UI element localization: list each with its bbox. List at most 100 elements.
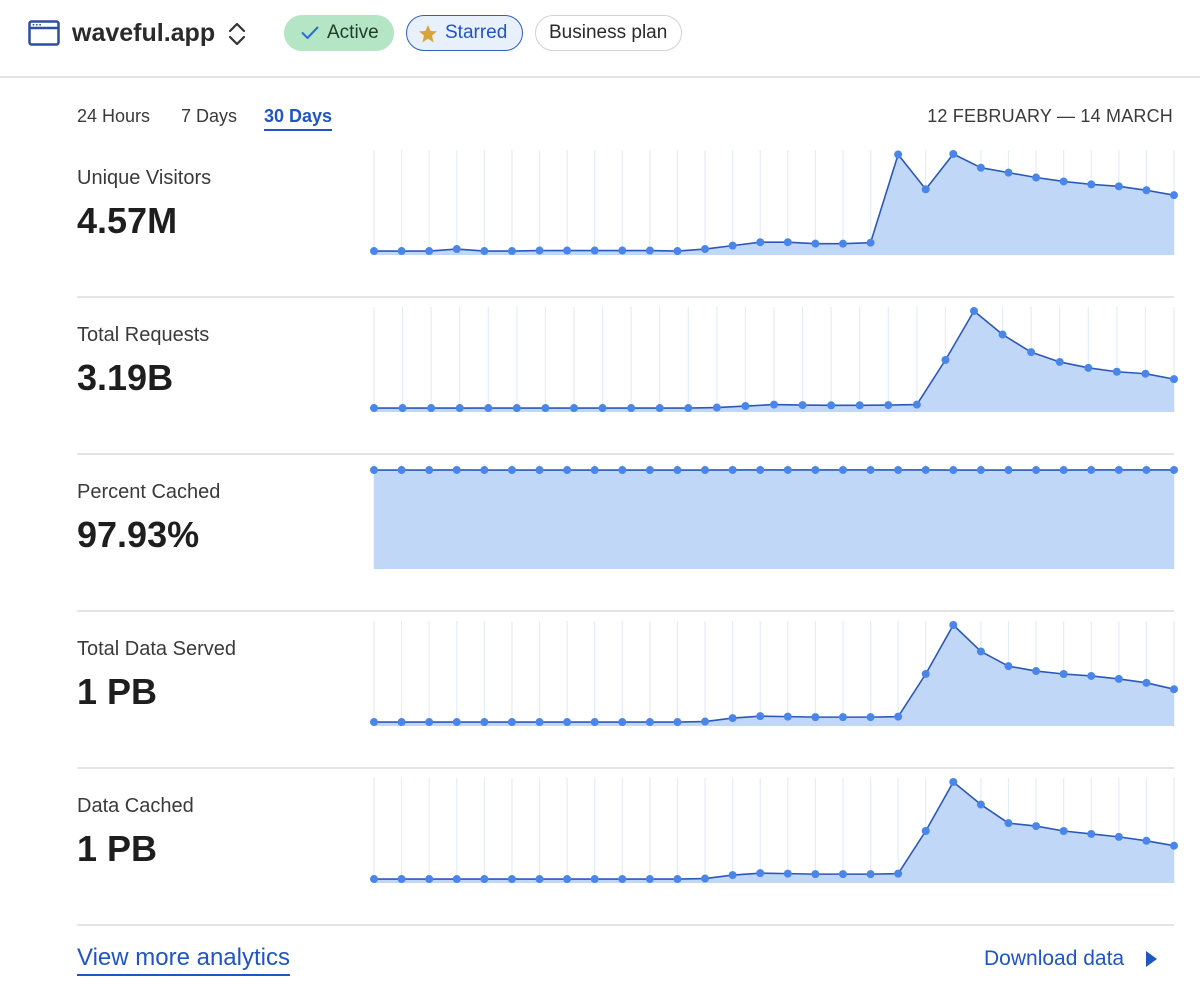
site-name: waveful.app bbox=[72, 19, 216, 47]
data-point bbox=[397, 718, 406, 727]
data-point bbox=[1142, 186, 1151, 195]
data-point bbox=[425, 718, 434, 727]
data-point bbox=[728, 241, 737, 250]
total-requests-sparkline bbox=[370, 307, 1178, 413]
data-point bbox=[563, 718, 572, 727]
data-point bbox=[1170, 685, 1178, 694]
data-point bbox=[590, 718, 599, 727]
view-more-analytics-link[interactable]: View more analytics bbox=[77, 942, 290, 976]
data-point bbox=[1032, 466, 1041, 475]
metric-label: Percent Cached bbox=[77, 481, 221, 503]
data-point bbox=[1059, 670, 1068, 678]
data-point bbox=[970, 307, 978, 315]
data-point bbox=[618, 875, 627, 884]
data-point bbox=[1170, 375, 1178, 384]
series-area bbox=[374, 311, 1174, 412]
data-point bbox=[655, 404, 664, 413]
metric-value: 3.19B bbox=[77, 357, 174, 398]
data-point bbox=[976, 163, 985, 172]
data-point bbox=[701, 245, 710, 254]
data-point bbox=[1055, 357, 1064, 366]
metric-label: Total Requests bbox=[77, 324, 210, 346]
data-point bbox=[507, 718, 516, 727]
browser-window-icon bbox=[28, 20, 60, 46]
data-point bbox=[370, 247, 378, 256]
data-point bbox=[1114, 674, 1123, 683]
series-area bbox=[374, 625, 1174, 726]
tab-24-hours[interactable]: 24 Hours bbox=[77, 106, 151, 126]
metric-total-data-served: Total Data Served 1 PB bbox=[77, 612, 1178, 769]
data-cached-sparkline bbox=[370, 778, 1178, 884]
data-point bbox=[756, 238, 765, 247]
metric-value: 4.57M bbox=[77, 200, 178, 241]
data-point bbox=[998, 330, 1007, 339]
data-point bbox=[756, 869, 765, 878]
metric-label: Unique Visitors bbox=[77, 167, 212, 189]
data-point bbox=[912, 400, 921, 409]
data-point bbox=[1087, 829, 1096, 838]
data-point bbox=[480, 718, 489, 727]
data-point bbox=[618, 466, 627, 475]
star-icon bbox=[419, 25, 437, 43]
data-point bbox=[838, 870, 847, 879]
data-point bbox=[563, 246, 572, 255]
data-point bbox=[866, 465, 875, 474]
data-point bbox=[397, 247, 406, 256]
tab-30-days[interactable]: 30 Days bbox=[264, 104, 333, 131]
metric-data-cached: Data Cached 1 PB bbox=[77, 769, 1178, 926]
data-point bbox=[1170, 191, 1178, 200]
data-point bbox=[1114, 832, 1123, 841]
data-point bbox=[783, 712, 792, 721]
unique-visitors-sparkline bbox=[370, 150, 1178, 256]
data-point bbox=[1114, 182, 1123, 191]
active-badge[interactable]: Active bbox=[284, 15, 394, 51]
starred-badge[interactable]: Starred bbox=[406, 15, 523, 51]
data-point bbox=[1084, 363, 1093, 372]
data-point bbox=[645, 718, 654, 727]
data-point bbox=[811, 870, 820, 879]
check-icon bbox=[301, 26, 319, 39]
tab-7-days[interactable]: 7 Days bbox=[181, 106, 238, 126]
data-point bbox=[976, 800, 985, 809]
data-point bbox=[645, 466, 654, 475]
data-point bbox=[783, 238, 792, 247]
metric-value: 1 PB bbox=[77, 671, 158, 712]
data-point bbox=[941, 356, 950, 364]
active-badge-label: Active bbox=[327, 22, 379, 43]
data-point bbox=[1087, 180, 1096, 189]
data-point bbox=[1087, 671, 1096, 680]
data-point bbox=[645, 246, 654, 255]
data-point bbox=[1087, 465, 1096, 474]
data-point bbox=[701, 874, 710, 883]
data-point bbox=[370, 466, 378, 475]
data-point bbox=[811, 465, 820, 474]
data-point bbox=[535, 246, 544, 255]
data-point bbox=[798, 401, 807, 410]
data-point bbox=[949, 621, 958, 629]
row-divider bbox=[77, 610, 1174, 612]
data-point bbox=[1032, 822, 1041, 831]
data-point bbox=[370, 718, 378, 727]
total-data-served-sparkline bbox=[370, 621, 1178, 727]
download-data-label: Download data bbox=[984, 947, 1125, 970]
row-divider bbox=[77, 924, 1174, 926]
data-point bbox=[645, 875, 654, 884]
metric-label: Data Cached bbox=[77, 795, 194, 817]
data-point bbox=[512, 404, 521, 413]
data-point bbox=[701, 717, 710, 726]
data-point bbox=[894, 712, 903, 721]
plan-badge[interactable]: Business plan bbox=[535, 15, 682, 51]
data-point bbox=[1059, 827, 1068, 835]
series-area bbox=[374, 469, 1174, 569]
data-point bbox=[590, 875, 599, 884]
data-point bbox=[1142, 465, 1151, 474]
data-point bbox=[455, 404, 464, 413]
data-point bbox=[855, 401, 864, 410]
data-point bbox=[884, 401, 893, 410]
chevron-up-down-icon[interactable] bbox=[224, 20, 250, 48]
data-point bbox=[1027, 348, 1036, 357]
data-point bbox=[452, 875, 461, 884]
data-point bbox=[507, 247, 516, 256]
data-point bbox=[397, 875, 406, 884]
data-point bbox=[425, 466, 434, 475]
